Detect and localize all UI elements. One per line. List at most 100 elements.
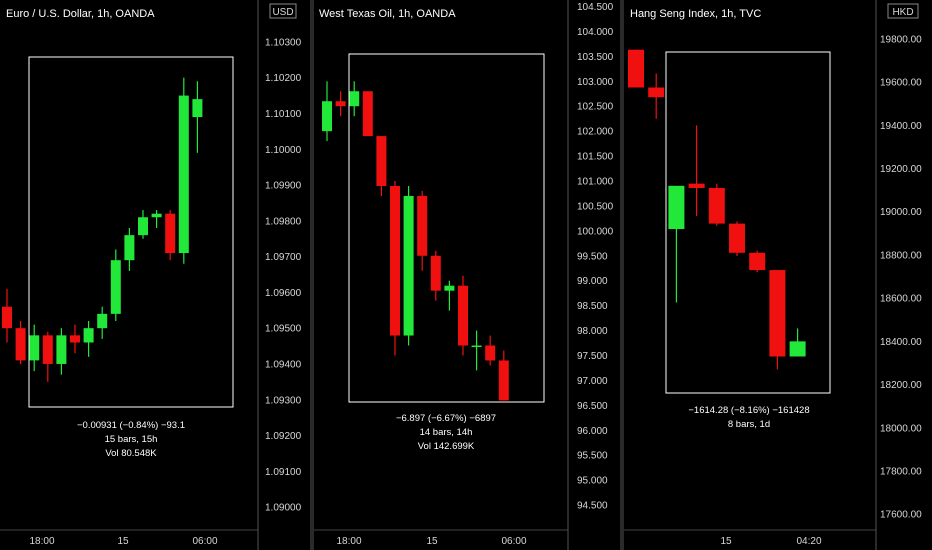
candle <box>458 275 468 356</box>
x-axis: 18:00 15 06:00 <box>29 536 217 547</box>
y-tick-label: 97.500 <box>577 351 608 362</box>
y-tick-label: 98.000 <box>577 326 608 337</box>
measure-box <box>665 51 831 394</box>
candle <box>70 324 80 354</box>
y-tick-label: 1.09100 <box>265 467 302 478</box>
y-tick-label: 17800.00 <box>880 466 922 477</box>
candle-body <box>349 91 360 107</box>
measure-box <box>28 56 234 408</box>
candles-group <box>2 77 203 382</box>
candle-body <box>769 270 786 357</box>
candle-body <box>668 185 685 230</box>
chart-panel-eurusd[interactable]: Euro / U.S. Dollar, 1h, OANDA −0.00931 (… <box>0 0 310 550</box>
candle <box>749 250 766 273</box>
y-tick-label: 100.500 <box>577 201 614 212</box>
candle-body <box>708 187 725 224</box>
candle <box>362 91 373 137</box>
measure-bars: 14 bars, 14h <box>420 427 473 438</box>
x-tick-label: 06:00 <box>501 536 526 547</box>
y-tick-label: 17600.00 <box>880 510 922 521</box>
candle-body <box>97 313 108 329</box>
measure-change: −6.897 (−6.67%) −6897 <box>396 413 496 424</box>
y-tick-label: 100.000 <box>577 226 614 237</box>
candle-body <box>29 335 40 361</box>
y-tick-label: 97.000 <box>577 376 608 387</box>
candle <box>668 185 685 303</box>
candle <box>56 328 67 375</box>
candle-body <box>335 101 346 107</box>
y-tick-label: 18400.00 <box>880 337 922 348</box>
y-tick-label: 19600.00 <box>880 78 922 89</box>
candle-body <box>70 335 80 343</box>
candle <box>729 221 745 257</box>
candle-body <box>165 213 176 254</box>
candle <box>769 270 786 370</box>
y-tick-label: 1.09900 <box>265 181 302 192</box>
candle-body <box>628 49 644 88</box>
unit-label-box <box>269 3 297 19</box>
candle-body <box>42 335 53 364</box>
chart-panel-hsi[interactable]: Hang Seng Index, 1h, TVC −1614.28 (−8.16… <box>624 0 932 550</box>
candle <box>165 210 176 261</box>
y-tick-label: 95.500 <box>577 451 608 462</box>
x-tick-label: 15 <box>117 536 129 547</box>
x-tick-label: 04:20 <box>796 536 821 547</box>
candle <box>485 335 496 366</box>
y-tick-label: 1.10100 <box>265 109 302 120</box>
candle <box>192 81 203 153</box>
y-tick-label: 1.10200 <box>265 73 302 84</box>
unit-label: USD <box>272 7 293 18</box>
y-tick-label: 18600.00 <box>880 294 922 305</box>
y-tick-label: 1.09000 <box>265 503 302 514</box>
candle <box>648 73 665 119</box>
candle <box>376 136 387 196</box>
candle-body <box>56 335 67 364</box>
candle <box>349 81 360 117</box>
candle <box>138 210 148 239</box>
candle-body <box>498 360 509 401</box>
candle <box>403 185 414 346</box>
measure-volume: Vol 142.699K <box>418 441 475 452</box>
measure-box <box>348 53 545 403</box>
candle-body <box>729 223 745 253</box>
y-tick-label: 18000.00 <box>880 423 922 434</box>
y-tick-label: 103.500 <box>577 52 614 63</box>
y-tick-label: 1.09300 <box>265 395 302 406</box>
chart-hsi-svg[interactable]: Hang Seng Index, 1h, TVC −1614.28 (−8.16… <box>624 0 932 550</box>
y-tick-label: 96.500 <box>577 401 608 412</box>
y-tick-label: 1.09800 <box>265 216 302 227</box>
candle <box>15 321 26 364</box>
candle-body <box>789 341 806 357</box>
chart-panel-wti[interactable]: West Texas Oil, 1h, OANDA −6.897 (−6.67%… <box>314 0 620 550</box>
y-tick-label: 19000.00 <box>880 207 922 218</box>
y-tick-label: 99.500 <box>577 251 608 262</box>
candle-body <box>192 99 203 118</box>
y-tick-label: 101.500 <box>577 152 614 163</box>
candle-body <box>430 255 441 291</box>
x-tick-label: 06:00 <box>192 536 217 547</box>
candle-body <box>458 285 468 346</box>
panel-divider[interactable] <box>620 0 624 550</box>
panel-divider[interactable] <box>310 0 314 550</box>
chart-wti-svg[interactable]: West Texas Oil, 1h, OANDA −6.897 (−6.67%… <box>314 0 620 550</box>
candle-body <box>376 136 387 186</box>
y-tick-label: 1.10300 <box>265 37 302 48</box>
x-tick-label: 18:00 <box>29 536 54 547</box>
y-tick-label: 102.500 <box>577 102 614 113</box>
x-tick-label: 15 <box>720 536 732 547</box>
candle <box>42 331 53 382</box>
candle <box>178 77 189 264</box>
candles-group <box>322 81 509 401</box>
candle-body <box>749 252 766 271</box>
chart-eurusd-svg[interactable]: Euro / U.S. Dollar, 1h, OANDA −0.00931 (… <box>0 0 310 550</box>
candle-body <box>485 345 496 361</box>
candle-body <box>178 95 189 254</box>
y-tick-label: 98.500 <box>577 301 608 312</box>
y-tick-label: 101.000 <box>577 176 614 187</box>
candle <box>628 49 644 88</box>
candle-body <box>390 185 400 336</box>
candle <box>97 306 108 339</box>
candle-body <box>322 101 332 132</box>
y-tick-label: 103.000 <box>577 77 614 88</box>
y-tick-label: 19200.00 <box>880 164 922 175</box>
